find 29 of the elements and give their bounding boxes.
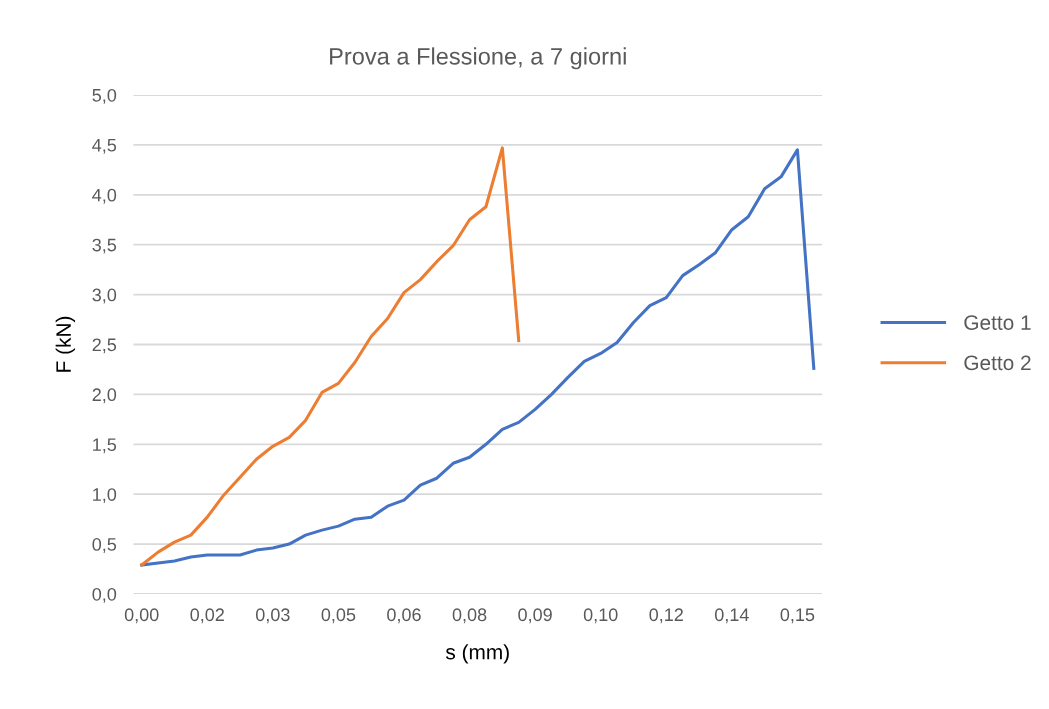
y-tick-label: 0,0: [92, 587, 117, 603]
x-tick-label: 0,15: [780, 608, 815, 624]
x-tick-label: 0,05: [321, 608, 356, 624]
x-tick-label: 0,09: [518, 608, 552, 624]
line-series: [140, 146, 521, 567]
y-tick-label: 2,5: [92, 338, 117, 354]
x-axis-title: s (mm): [445, 644, 509, 664]
y-tick-label: 4,0: [92, 188, 117, 204]
x-tick-label: 0,00: [124, 608, 159, 624]
x-tick-label: 0,02: [190, 608, 224, 624]
chart-title: Prova a Flessione, a 7 giorni: [330, 47, 626, 70]
legend-label: Getto 2: [964, 355, 1031, 371]
y-tick-label: 1,5: [93, 438, 117, 454]
y-tick-label: 5,0: [92, 88, 117, 104]
x-tick-label: 0,06: [387, 608, 421, 624]
x-tick-label: 0,12: [649, 608, 683, 624]
x-tick-label: 0,10: [583, 608, 618, 624]
y-tick-label: 4,5: [92, 139, 117, 154]
x-tick-label: 0,14: [714, 608, 749, 624]
y-tick-label: 0,5: [92, 538, 117, 553]
y-tick-label: 3,5: [92, 238, 117, 254]
x-tick-label: 0,03: [255, 608, 290, 624]
legend-label: Getto 1: [964, 315, 1031, 330]
y-tick-label: 1,0: [93, 488, 117, 504]
y-axis-title: F (kN): [55, 316, 76, 372]
y-tick-label: 2,0: [92, 388, 117, 404]
x-tick-label: 0,08: [452, 608, 487, 624]
y-tick-label: 3,0: [92, 288, 117, 304]
line-series: [140, 148, 816, 567]
